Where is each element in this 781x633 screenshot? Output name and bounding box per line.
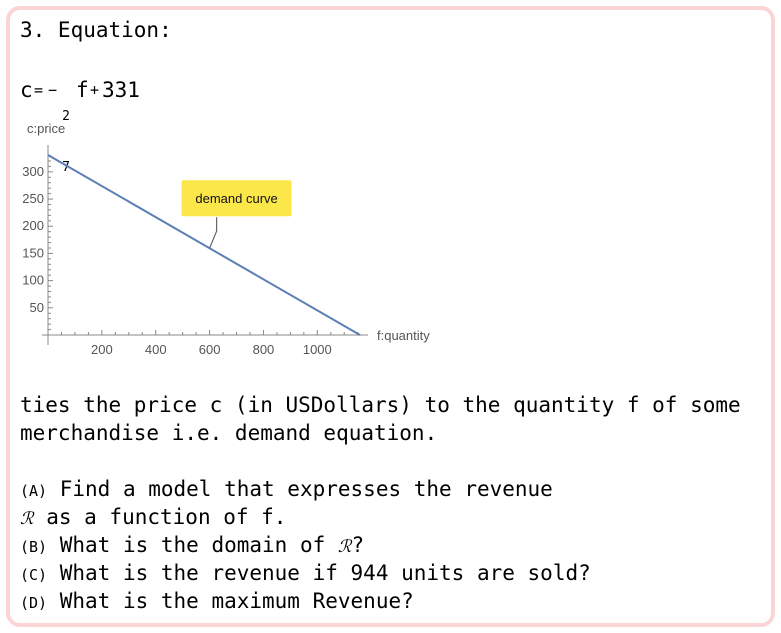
eq-fraction: 2 7 bbox=[60, 74, 72, 210]
eq-numerator: 2 bbox=[62, 109, 70, 124]
question-c: (C) What is the revenue if 944 units are… bbox=[20, 560, 591, 588]
x-tick-label: 800 bbox=[253, 342, 275, 357]
question-b-end: ? bbox=[351, 533, 365, 557]
question-a: (A) Find a model that expresses the reve… bbox=[20, 476, 553, 504]
revenue-symbol-b: ℛ bbox=[337, 537, 352, 557]
question-d: (D) What is the maximum Revenue? bbox=[20, 588, 414, 616]
question-b: (B) What is the domain of ℛ? bbox=[20, 532, 364, 560]
demand-equation: c = − 2 7 f + 331 bbox=[20, 74, 140, 175]
x-tick-label: 600 bbox=[199, 342, 221, 357]
demand-curve-callout bbox=[181, 180, 292, 217]
eq-lhs: c bbox=[20, 78, 33, 102]
x-tick-label: 200 bbox=[91, 342, 113, 357]
demand-curve-line bbox=[47, 154, 361, 336]
question-a-label: (A) bbox=[20, 482, 48, 500]
demand-chart: c:price f:quantity 200 400 600 800 1000 50 100… bbox=[22, 121, 430, 357]
callout-leader bbox=[209, 217, 218, 249]
question-a-text-1: Find a model that expresses the revenue bbox=[47, 477, 553, 501]
y-tick-label: 300 bbox=[22, 164, 44, 179]
question-c-text: What is the revenue if 944 units are sol… bbox=[47, 561, 591, 585]
question-b-label: (B) bbox=[20, 538, 48, 556]
description-line-1: ties the price c (in USDollars) to the q… bbox=[20, 393, 741, 417]
x-tick-label: 1000 bbox=[303, 342, 332, 357]
x-tick-label: 400 bbox=[145, 342, 167, 357]
description-line-2: merchandise i.e. demand equation. bbox=[20, 421, 438, 445]
demand-curve-callout-text: demand curve bbox=[195, 191, 277, 206]
y-tick-label: 250 bbox=[22, 191, 44, 206]
question-a-text-2: as a function of f. bbox=[33, 505, 287, 529]
y-tick-label: 150 bbox=[22, 245, 44, 260]
question-a-cont: ℛ as a function of f. bbox=[20, 504, 286, 532]
y-tick-label: 100 bbox=[22, 273, 44, 288]
question-c-label: (C) bbox=[20, 566, 48, 584]
eq-constant: 331 bbox=[102, 78, 140, 102]
y-tick-label: 50 bbox=[30, 300, 44, 315]
eq-minus: − bbox=[48, 81, 58, 99]
eq-variable: f bbox=[76, 78, 89, 102]
question-d-text: What is the maximum Revenue? bbox=[47, 589, 414, 613]
eq-equals: = bbox=[34, 81, 44, 99]
y-tick-label: 200 bbox=[22, 218, 44, 233]
revenue-symbol: ℛ bbox=[20, 509, 34, 529]
problem-card bbox=[6, 6, 775, 627]
eq-denominator: 7 bbox=[62, 160, 70, 175]
eq-plus: + bbox=[90, 81, 100, 99]
x-axis-label: f:quantity bbox=[377, 328, 430, 343]
y-axis-label: c:price bbox=[27, 121, 65, 136]
question-b-text: What is the domain of bbox=[47, 533, 338, 557]
problem-heading: 3. Equation: bbox=[20, 18, 172, 42]
question-d-label: (D) bbox=[20, 594, 48, 612]
